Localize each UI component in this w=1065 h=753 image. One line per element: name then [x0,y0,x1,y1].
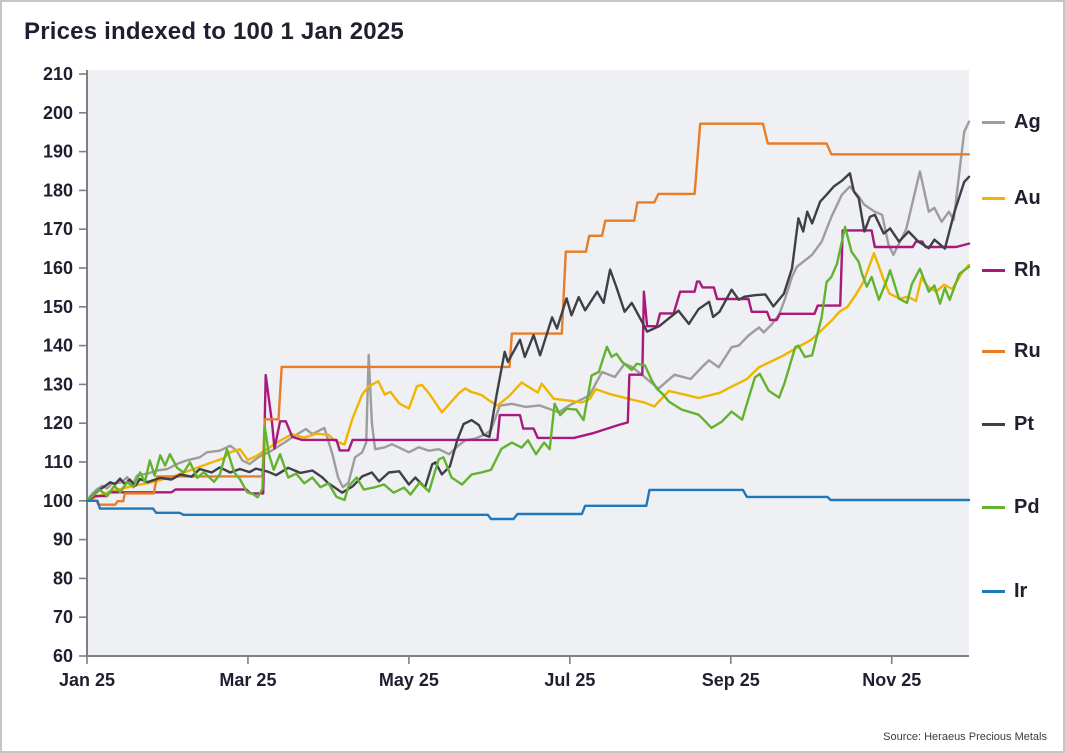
x-tick-label: Jan 25 [59,670,115,690]
y-tick-label: 200 [43,103,73,123]
y-tick-label: 110 [44,452,73,472]
legend-swatch-ag [982,120,1005,124]
series-line-rh [85,229,971,502]
legend-label: Au [1014,187,1041,209]
legend-item-ru: Ru [982,341,1041,361]
x-tick-label: May 25 [379,670,439,690]
series-line-au [85,252,971,502]
legend-label: Pd [1014,496,1040,518]
y-tick-label: 120 [43,413,73,433]
x-tick-label: Nov 25 [862,670,921,690]
y-tick-label: 210 [43,64,73,84]
y-tick-label: 160 [43,258,73,278]
source-attribution: Source: Heraeus Precious Metals [883,731,1047,743]
y-tick-label: 190 [43,142,73,162]
chart-title: Prices indexed to 100 1 Jan 2025 [24,18,404,45]
x-tick-label: Mar 25 [219,670,276,690]
legend-swatch-pt [982,422,1005,426]
x-tick-label: Jul 25 [544,670,595,690]
legend-label: Ir [1014,580,1028,602]
legend-item-pd: Pd [982,497,1040,517]
legend-item-ir: Ir [982,581,1027,601]
y-tick-label: 60 [53,646,73,666]
plot-area [87,70,969,656]
legend-label: Pt [1014,413,1034,435]
legend-label: Ag [1014,111,1041,133]
series-line-ir [85,488,971,521]
legend-item-pt: Pt [982,414,1034,434]
legend-label: Rh [1014,259,1041,281]
legend-item-au: Au [982,188,1041,208]
x-tick-label: Sep 25 [702,670,760,690]
y-tick-label: 140 [43,336,73,356]
legend-swatch-ru [982,349,1005,353]
legend-swatch-pd [982,505,1005,509]
y-tick-label: 150 [43,297,73,317]
y-tick-label: 70 [53,607,73,627]
legend-item-rh: Rh [982,260,1041,280]
series-line-pd [85,225,971,502]
chart-legend: Ag Au Rh Ru Pt Pd Ir [978,2,1063,751]
y-tick-label: 100 [43,491,73,511]
legend-swatch-ir [982,589,1005,593]
series-line-ru [85,122,971,506]
y-tick-label: 90 [53,530,73,550]
y-tick-label: 130 [43,374,73,394]
legend-swatch-rh [982,268,1005,272]
legend-swatch-au [982,196,1005,200]
y-tick-label: 170 [43,219,73,239]
series-line-pt [85,172,971,502]
y-tick-label: 80 [53,568,73,588]
legend-item-ag: Ag [982,112,1041,132]
y-tick-label: 180 [43,180,73,200]
legend-label: Ru [1014,340,1041,362]
